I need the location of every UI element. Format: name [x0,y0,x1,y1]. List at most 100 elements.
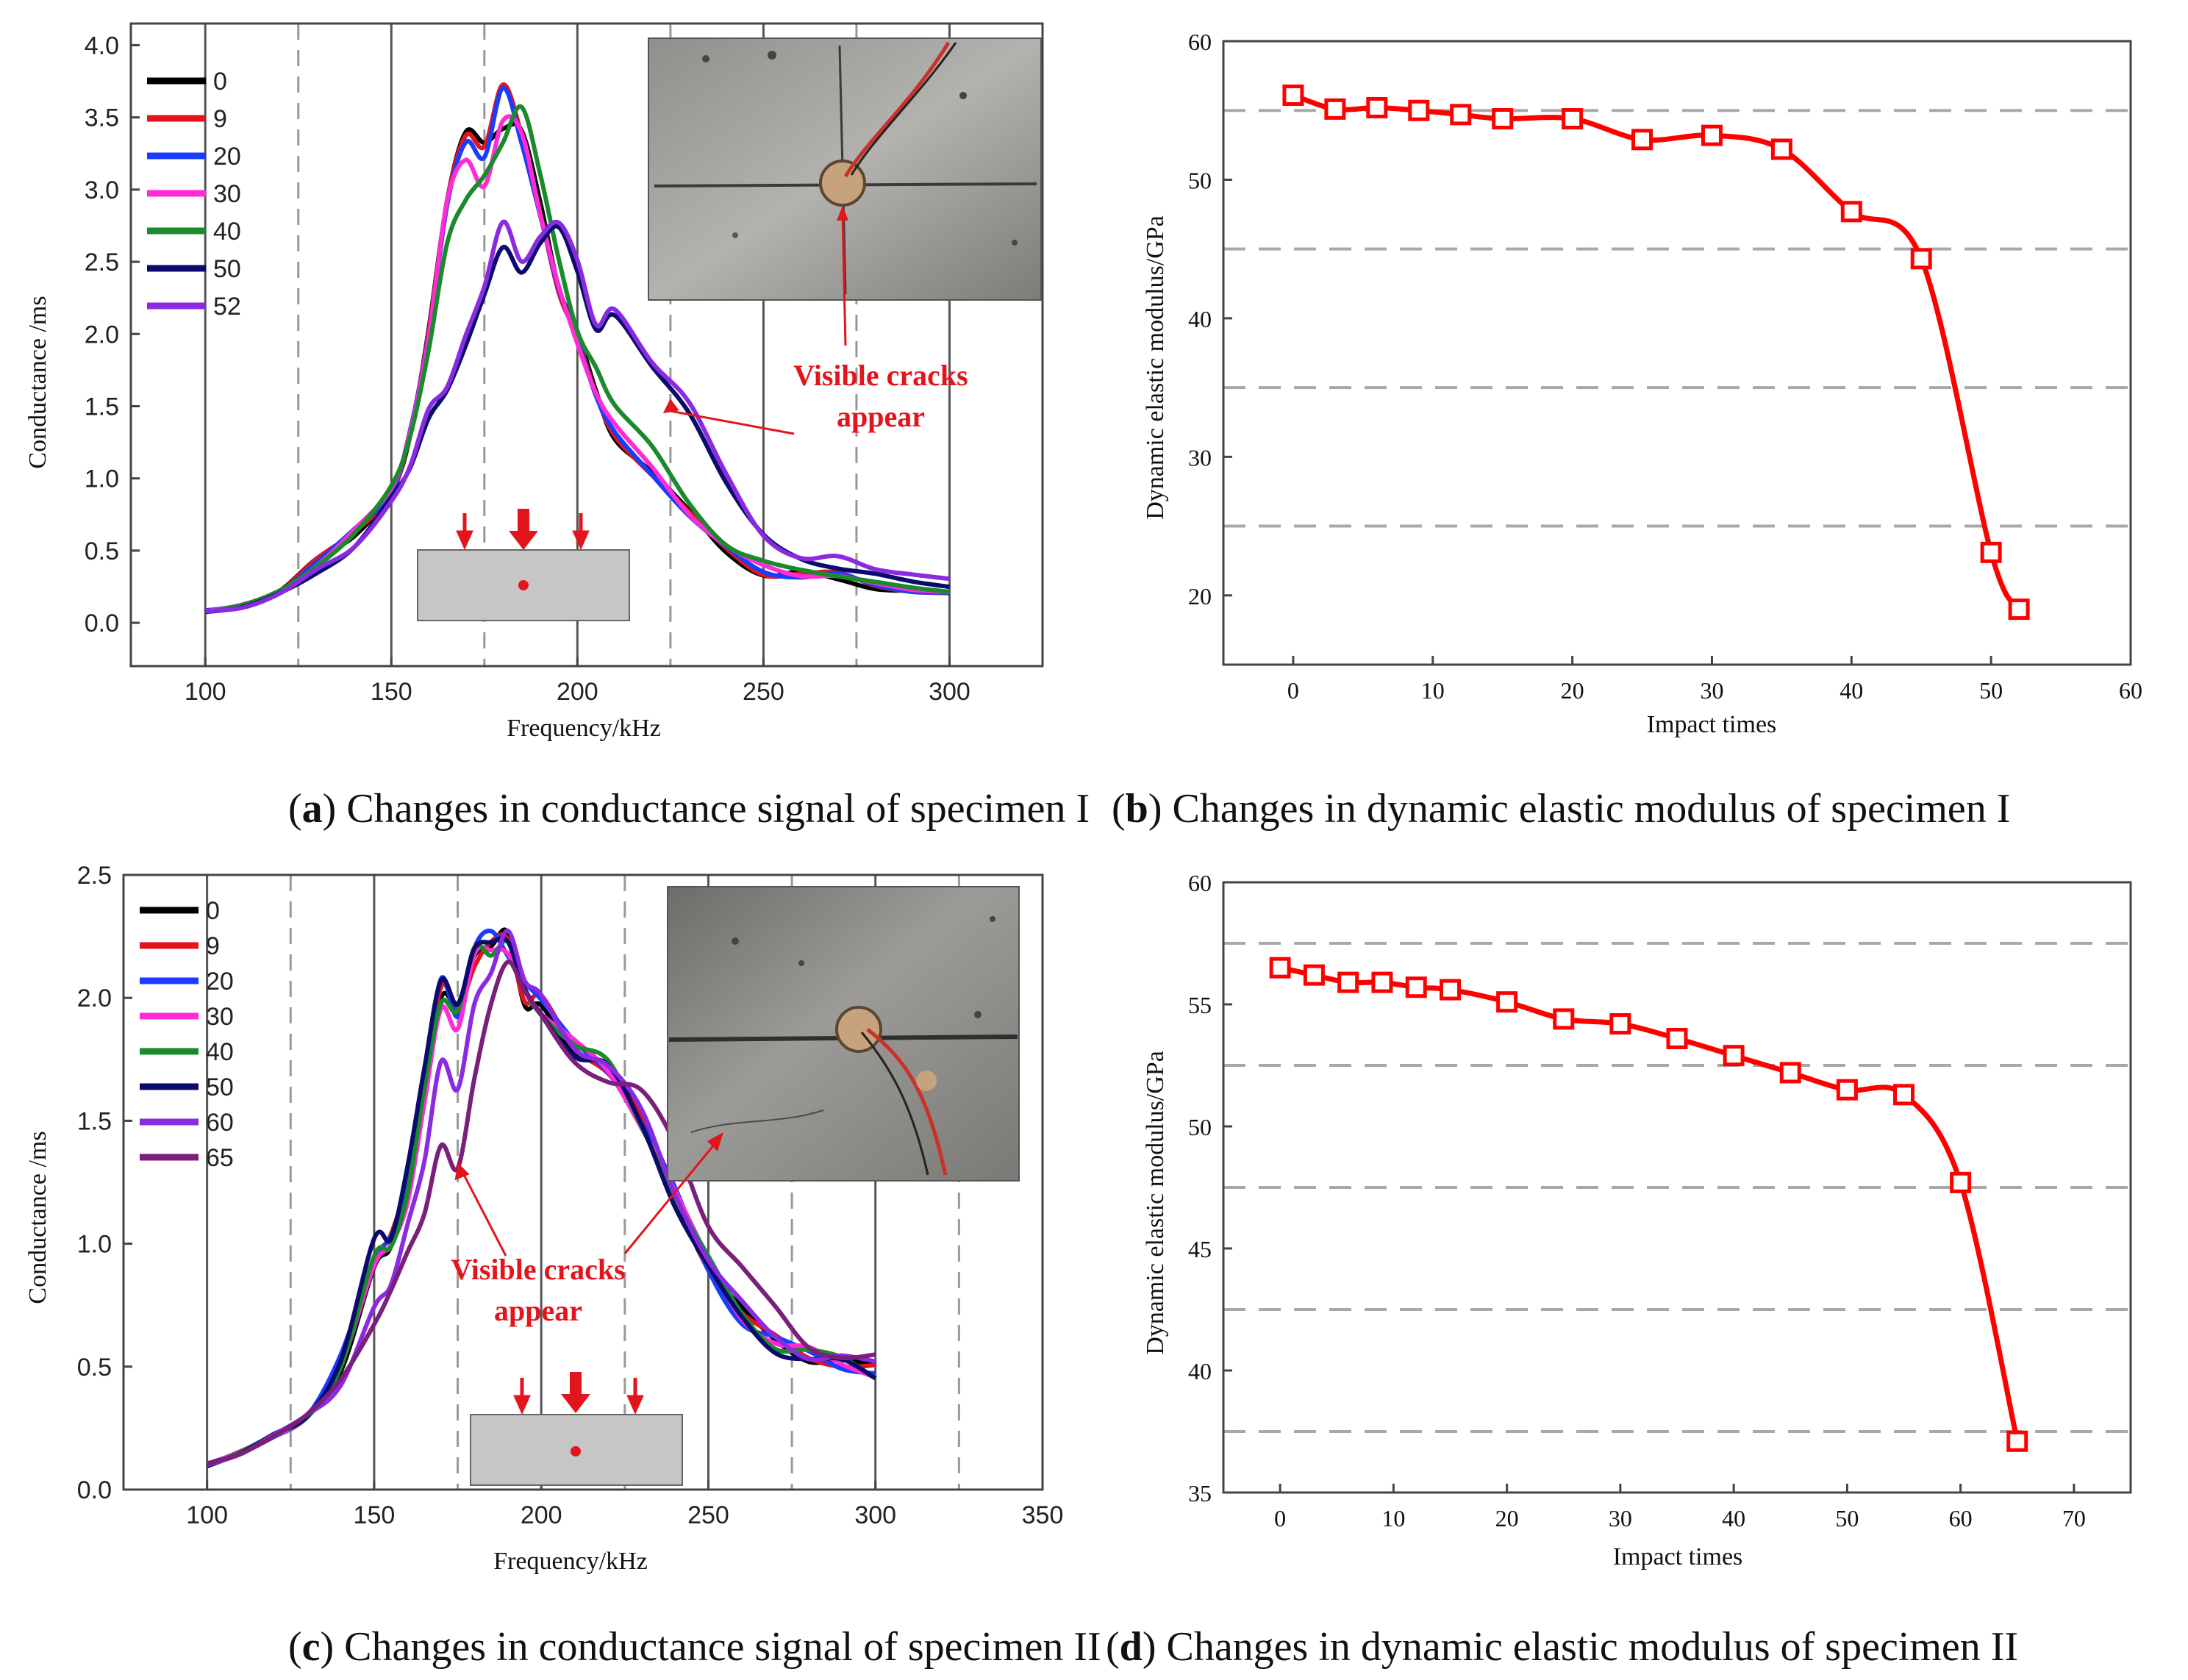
series-line-40 [204,104,950,615]
x-tick-label: 20 [1495,1505,1519,1531]
series-line-40 [206,938,877,1469]
x-tick-label: 250 [687,1501,729,1529]
panel-c-xlabel: Frequency/kHz [493,1548,648,1575]
panel-a-specimen-diagram [417,509,630,621]
x-tick-label: 250 [743,678,784,706]
data-point-marker [1779,1062,1801,1084]
panel-d-xlabel: Impact times [1613,1543,1743,1570]
panel-b-dashed-gridlines [1223,109,2131,528]
data-point-marker [1269,957,1291,979]
panel-c-photo-inset [667,886,1020,1182]
x-tick-label: 200 [557,678,598,706]
legend-label: 0 [213,68,227,96]
panel-d-series [1269,957,2028,1452]
legend-label: 20 [213,143,241,171]
data-point-marker [1840,201,1862,223]
legend-label: 65 [206,1144,234,1172]
x-tick-label: 0 [1274,1505,1286,1531]
x-tick-label: 40 [1840,677,1863,704]
legend-label: 50 [213,255,241,283]
x-tick-label: 350 [1022,1501,1064,1529]
panel-a-plot-frame [129,22,1044,668]
caption-c: (c) Changes in conductance signal of spe… [288,1624,1101,1670]
x-tick-label: 150 [371,678,412,706]
x-tick-label: 10 [1381,1505,1405,1531]
panel-a-photo-inset [648,37,1042,301]
x-tick-label: 50 [1979,677,2003,704]
legend-label: 9 [213,105,227,133]
caption-d: (d) Changes in dynamic elastic modulus o… [1106,1624,2018,1670]
panel-d-ticks: 0 10 20 30 40 50 60 70 35 40 45 50 55 60 [1188,870,2086,1531]
x-tick-label: 300 [929,678,970,706]
y-tick-label: 2.0 [85,321,119,348]
data-point-marker [1723,1045,1745,1067]
series-line-20 [204,85,950,613]
series-line-65 [206,959,876,1466]
panel-a-legend: 0 9 20 30 40 50 52 [147,68,241,321]
panel-b-series [1282,84,2030,621]
legend-label: 30 [206,1003,234,1031]
legend-label: 60 [206,1109,234,1137]
panel-c-annotation-line2: appear [494,1294,582,1327]
data-point-marker [1701,124,1723,146]
data-point-marker [1609,1013,1631,1035]
x-tick-label: 300 [854,1501,896,1529]
series-line-50 [206,936,877,1468]
data-point-marker [2008,598,2030,621]
panel-a-series [204,82,950,615]
legend-label: 30 [213,180,241,208]
legend-label: 40 [213,218,241,246]
legend-label: 52 [213,293,241,321]
panel-c-arrow-to-curve-head [454,1162,470,1181]
y-tick-label: 1.5 [85,393,119,421]
x-tick-label: 40 [1722,1505,1745,1531]
y-tick-label: 50 [1188,1114,1212,1140]
legend-label: 40 [206,1038,234,1066]
data-point-marker [1337,971,1359,993]
legend-label: 20 [206,968,234,996]
panel-b-plot-frame [1222,40,2132,666]
panel-a-arrow-to-photo-head [837,206,848,221]
data-point-marker [1408,99,1430,121]
panel-a-ticks: 100 150 200 250 3000.00.51.01.52.02.53.03.54… [85,32,970,706]
y-tick-label: 30 [1188,444,1212,471]
panel-c-arrow-to-curve [460,1168,507,1257]
y-tick-label: 40 [1188,306,1212,332]
panel-a-annotation-line2: appear [837,400,925,433]
data-point-marker [1893,1084,1914,1106]
data-point-marker [2006,1430,2028,1452]
y-tick-label: 2.5 [77,862,112,890]
y-tick-label: 0.5 [85,537,119,565]
panel-c-legend: 0 9 20 30 40 50 60 65 [140,897,234,1172]
panel-a-annotation-line1: Visible cracks [793,359,968,392]
data-point-marker [1303,964,1325,986]
panel-c-specimen-diagram [470,1372,683,1486]
data-point-marker [1770,138,1792,160]
data-point-marker [1836,1079,1858,1101]
panel-b-xlabel: Impact times [1647,711,1777,738]
panel-c-annotation-line1: Visible cracks [451,1253,625,1286]
x-tick-label: 60 [2119,677,2142,704]
data-point-marker [1910,248,1932,270]
panel-d-dashed-gridlines [1223,942,2131,1433]
data-point-marker [1950,1171,1972,1193]
panel-a-ylabel: Conductance /ms [24,296,51,468]
y-tick-label: 60 [1188,870,1212,896]
series-line-52 [204,219,950,614]
y-tick-label: 3.0 [85,176,119,204]
modulus-line [1279,965,2020,1443]
data-point-marker [1324,98,1346,120]
caption-a: (a) Changes in conductance signal of spe… [288,786,1090,832]
data-point-marker [1562,108,1584,130]
y-tick-label: 4.0 [85,32,119,60]
data-point-marker [1450,104,1472,126]
data-point-marker [1492,108,1514,130]
panel-c-series [206,927,877,1469]
data-point-marker [1440,979,1461,1001]
panel-b-ylabel: Dynamic elastic modulus/GPa [1142,215,1169,520]
panel-c-arrow-to-photo-head [707,1132,723,1151]
panel-a-arrow-to-photo [841,212,847,346]
x-tick-label: 10 [1421,677,1445,704]
